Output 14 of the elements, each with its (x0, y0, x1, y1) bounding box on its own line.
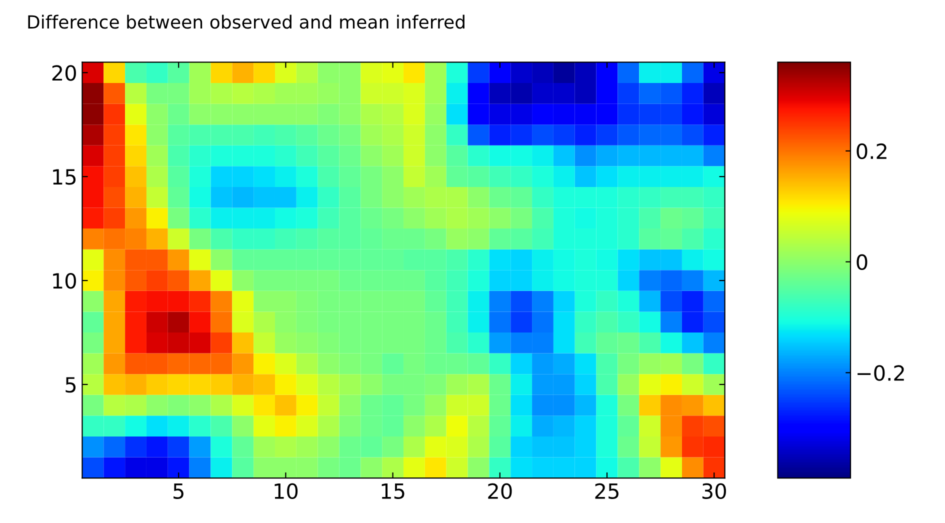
x-tick-label: 15 (382, 484, 404, 500)
y-tick-label: 5 (66, 377, 76, 393)
color-bar-label: −0.2 (858, 365, 904, 381)
x-tick-label: 10 (274, 483, 298, 500)
color-bar-label: 0 (856, 254, 868, 270)
y-tick-label: 10 (53, 272, 76, 289)
color-bar-label: 0.2 (856, 143, 886, 160)
y-tick-label: 20 (52, 65, 76, 81)
x-tick-label: 30 (702, 483, 726, 500)
y-tick-label: 15 (53, 169, 76, 185)
x-tick-label: 20 (488, 483, 512, 500)
x-tick-label: 5 (174, 484, 184, 500)
x-tick-label: 25 (595, 483, 618, 500)
chart-title: Difference between observed and mean inferred (28, 14, 464, 29)
